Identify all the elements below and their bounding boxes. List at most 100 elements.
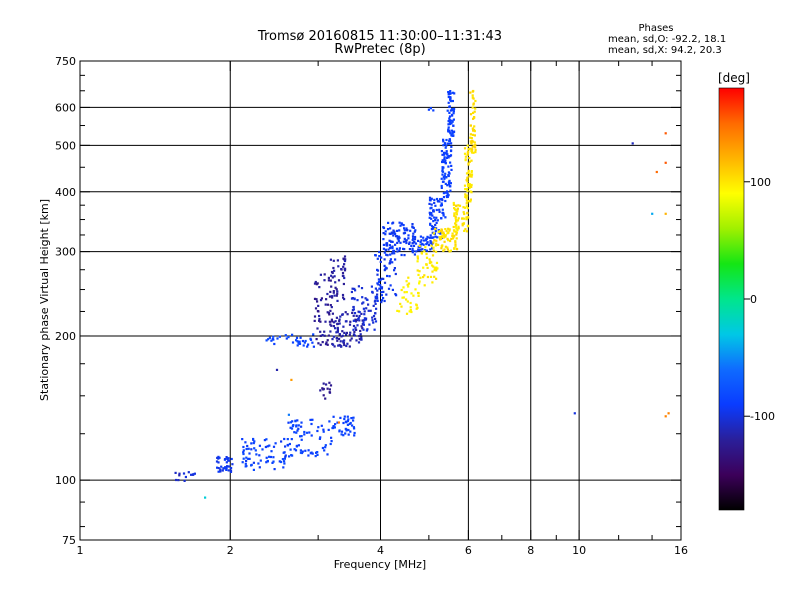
- data-point: [379, 279, 382, 282]
- data-point: [269, 455, 272, 459]
- data-point: [422, 243, 425, 246]
- data-point: [358, 319, 361, 322]
- data-point: [456, 229, 459, 232]
- data-point: [434, 235, 437, 238]
- data-point: [455, 204, 458, 208]
- data-point: [396, 250, 399, 253]
- data-point: [284, 455, 287, 458]
- data-point: [451, 132, 454, 135]
- data-point: [427, 243, 431, 247]
- data-point: [268, 444, 271, 447]
- data-point: [253, 440, 256, 443]
- data-point: [453, 207, 456, 210]
- y-tick-label: 200: [55, 330, 76, 343]
- data-point: [464, 195, 467, 199]
- data-point: [431, 226, 435, 229]
- data-point: [361, 327, 364, 330]
- data-point: [448, 105, 451, 108]
- data-point: [319, 320, 322, 323]
- data-point: [327, 428, 330, 431]
- data-point: [353, 287, 356, 290]
- data-point: [193, 472, 196, 475]
- data-point: [452, 108, 455, 111]
- data-point: [328, 295, 332, 298]
- data-point: [367, 303, 370, 306]
- data-point: [268, 336, 271, 339]
- data-point: [391, 245, 394, 248]
- data-point: [438, 208, 441, 211]
- data-point: [352, 324, 356, 328]
- data-point: [471, 127, 474, 130]
- data-point: [429, 241, 432, 244]
- data-point: [398, 247, 401, 250]
- data-point: [323, 273, 326, 276]
- data-point: [289, 421, 292, 424]
- data-point: [339, 416, 342, 419]
- data-point: [313, 319, 316, 322]
- data-point: [252, 461, 255, 464]
- data-point: [466, 189, 469, 193]
- data-point: [354, 289, 357, 292]
- data-point: [440, 177, 443, 180]
- data-point: [287, 413, 290, 416]
- data-point: [441, 160, 444, 164]
- data-point: [295, 425, 298, 428]
- data-point: [178, 472, 181, 475]
- data-point: [664, 212, 667, 215]
- data-point: [341, 334, 344, 337]
- x-tick-label: 16: [674, 544, 688, 557]
- data-point: [383, 269, 386, 272]
- data-point: [371, 290, 374, 293]
- data-point: [448, 250, 451, 253]
- data-point: [329, 442, 332, 446]
- data-point: [405, 228, 408, 232]
- data-point: [326, 343, 329, 346]
- data-point: [341, 271, 345, 275]
- data-point: [339, 315, 342, 318]
- colorbar: [718, 87, 745, 511]
- data-point: [455, 213, 458, 216]
- data-point: [403, 229, 406, 232]
- data-point: [405, 298, 408, 301]
- data-point: [354, 318, 357, 321]
- data-point: [417, 273, 420, 276]
- data-point: [267, 338, 270, 341]
- data-point: [452, 118, 455, 121]
- data-point: [215, 460, 219, 463]
- data-point: [474, 107, 477, 110]
- data-point: [416, 306, 419, 309]
- data-point: [434, 223, 437, 227]
- data-point: [299, 451, 302, 454]
- data-point: [425, 237, 428, 241]
- x-tick-label: 8: [527, 544, 534, 557]
- data-point: [454, 222, 457, 225]
- data-point: [258, 454, 261, 457]
- data-point: [244, 462, 247, 465]
- data-point: [469, 200, 472, 203]
- data-point: [284, 445, 287, 448]
- data-point: [307, 449, 310, 452]
- data-point: [225, 468, 228, 471]
- data-point: [431, 281, 434, 284]
- data-point: [467, 150, 470, 153]
- data-point: [463, 229, 466, 232]
- data-point: [380, 294, 383, 297]
- data-point: [374, 312, 377, 315]
- data-point: [407, 282, 411, 285]
- x-tick-label: 6: [465, 544, 472, 557]
- data-point: [346, 423, 349, 426]
- data-point: [444, 160, 447, 163]
- data-point: [455, 220, 458, 223]
- data-point: [319, 334, 322, 337]
- data-point: [455, 233, 458, 236]
- data-point: [351, 297, 354, 300]
- data-point: [469, 190, 472, 193]
- y-tick-label: 600: [55, 101, 76, 114]
- data-point: [353, 298, 356, 301]
- data-point: [405, 239, 408, 242]
- data-point: [449, 161, 452, 164]
- data-point: [449, 98, 452, 101]
- data-point: [358, 314, 361, 318]
- data-point: [435, 208, 438, 212]
- data-point: [310, 434, 313, 437]
